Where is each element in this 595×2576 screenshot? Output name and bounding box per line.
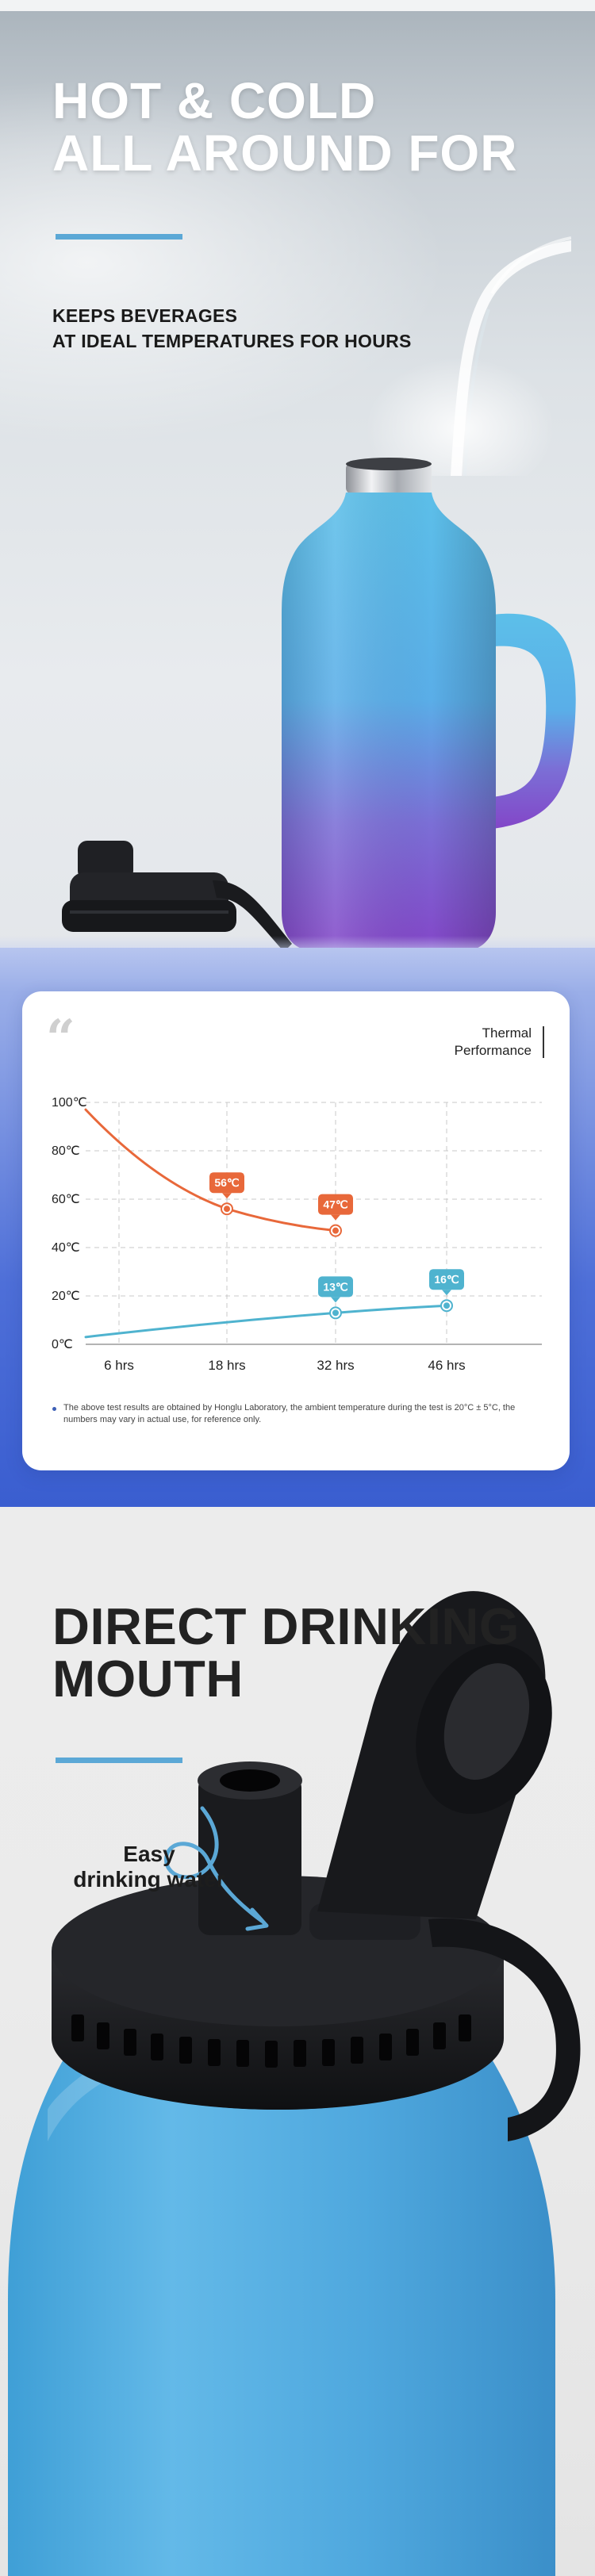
- chart-grid: [86, 1102, 542, 1345]
- x-tick-label: 18 hrs: [208, 1358, 245, 1373]
- data-label-pointer: [222, 1193, 232, 1199]
- data-label-badge: [318, 1194, 353, 1215]
- chart-series: 56℃ 47℃ 13℃ 16℃: [84, 1108, 464, 1339]
- easy-label-line2: drinking water: [73, 1867, 225, 1892]
- hero-subtitle-line2: AT IDEAL TEMPERATURES FOR HOURS: [52, 331, 412, 351]
- data-point-core: [443, 1302, 450, 1309]
- direct-drinking-section: DIRECT DRINKING MOUTH Easy drinking wate…: [0, 1507, 595, 2576]
- product-bottle-image: [282, 458, 576, 952]
- drinking-title-line2: MOUTH: [52, 1650, 244, 1708]
- drinking-title-line1: DIRECT DRINKING: [52, 1597, 520, 1655]
- steam-cloud: [365, 357, 555, 476]
- test-footnote: The above test results are obtained by H…: [52, 1402, 547, 1426]
- drinking-mouth-title: DIRECT DRINKING MOUTH: [52, 1600, 576, 1705]
- data-label-badge: [429, 1269, 464, 1290]
- spout-lid-image: [62, 841, 292, 952]
- data-label-pointer: [331, 1297, 340, 1303]
- hero-subtitle: KEEPS BEVERAGES AT IDEAL TEMPERATURES FO…: [52, 303, 465, 354]
- y-tick-label: 40℃: [52, 1241, 80, 1255]
- data-point-core: [224, 1206, 230, 1213]
- data-label: 13℃: [323, 1280, 348, 1293]
- drinking-accent-rule: [56, 1758, 182, 1763]
- y-tick-label: 100℃: [52, 1096, 87, 1110]
- easy-drinking-label: Easy drinking water: [54, 1842, 244, 1892]
- y-tick-label: 80℃: [52, 1144, 80, 1158]
- y-tick-label: 20℃: [52, 1290, 80, 1303]
- data-label: 47℃: [323, 1198, 348, 1211]
- thermal-chart: 100℃ 80℃ 60℃ 40℃ 20℃ 0℃ 6 hrs 18 hrs 32 hrs 46 h…: [52, 1096, 542, 1373]
- data-label: 16℃: [434, 1273, 459, 1286]
- thermal-performance-card: “ Thermal Performance 100℃ 80℃ 60℃ 40℃ 20℃ 0℃…: [22, 991, 570, 1470]
- x-axis-ticks: 6 hrs 18 hrs 32 hrs 46 hrs: [104, 1358, 466, 1373]
- y-axis-ticks: 100℃ 80℃ 60℃ 40℃ 20℃ 0℃: [52, 1096, 87, 1351]
- hero-title-line1: HOT & COLD: [52, 72, 377, 129]
- top-strip: [0, 0, 595, 11]
- data-label-pointer: [331, 1214, 340, 1221]
- x-tick-label: 32 hrs: [317, 1358, 354, 1373]
- cap-grip-ridges: [71, 2014, 471, 2068]
- data-label-pointer: [442, 1290, 451, 1296]
- hero-accent-rule: [56, 234, 182, 240]
- card-title-line1: Thermal: [482, 1025, 532, 1041]
- series-line: [84, 1304, 448, 1339]
- hero-section: HOT & COLD ALL AROUND FOR KEEPS BEVERAGE…: [0, 0, 595, 1507]
- card-title: Thermal Performance: [420, 1025, 532, 1060]
- hero-title-line2: ALL AROUND FOR: [52, 125, 518, 182]
- quote-icon: “: [46, 1009, 75, 1068]
- data-label-badge: [209, 1172, 244, 1194]
- curly-arrow-icon: [164, 1806, 264, 1923]
- data-point-core: [332, 1309, 339, 1317]
- data-point-core: [332, 1227, 339, 1234]
- y-tick-label: 0℃: [52, 1338, 73, 1351]
- data-label: 56℃: [214, 1176, 240, 1189]
- easy-label-line1: Easy: [123, 1842, 175, 1866]
- card-title-line2: Performance: [454, 1043, 532, 1058]
- card-title-bar: [543, 1026, 544, 1058]
- hero-subtitle-line1: KEEPS BEVERAGES: [52, 305, 238, 326]
- bottle-closeup-image: [8, 1591, 581, 2576]
- y-tick-label: 60℃: [52, 1193, 80, 1206]
- data-label-badge: [318, 1276, 353, 1298]
- x-tick-label: 46 hrs: [428, 1358, 465, 1373]
- x-tick-label: 6 hrs: [104, 1358, 134, 1373]
- series-line: [84, 1108, 337, 1232]
- hero-title: HOT & COLD ALL AROUND FOR: [52, 75, 560, 179]
